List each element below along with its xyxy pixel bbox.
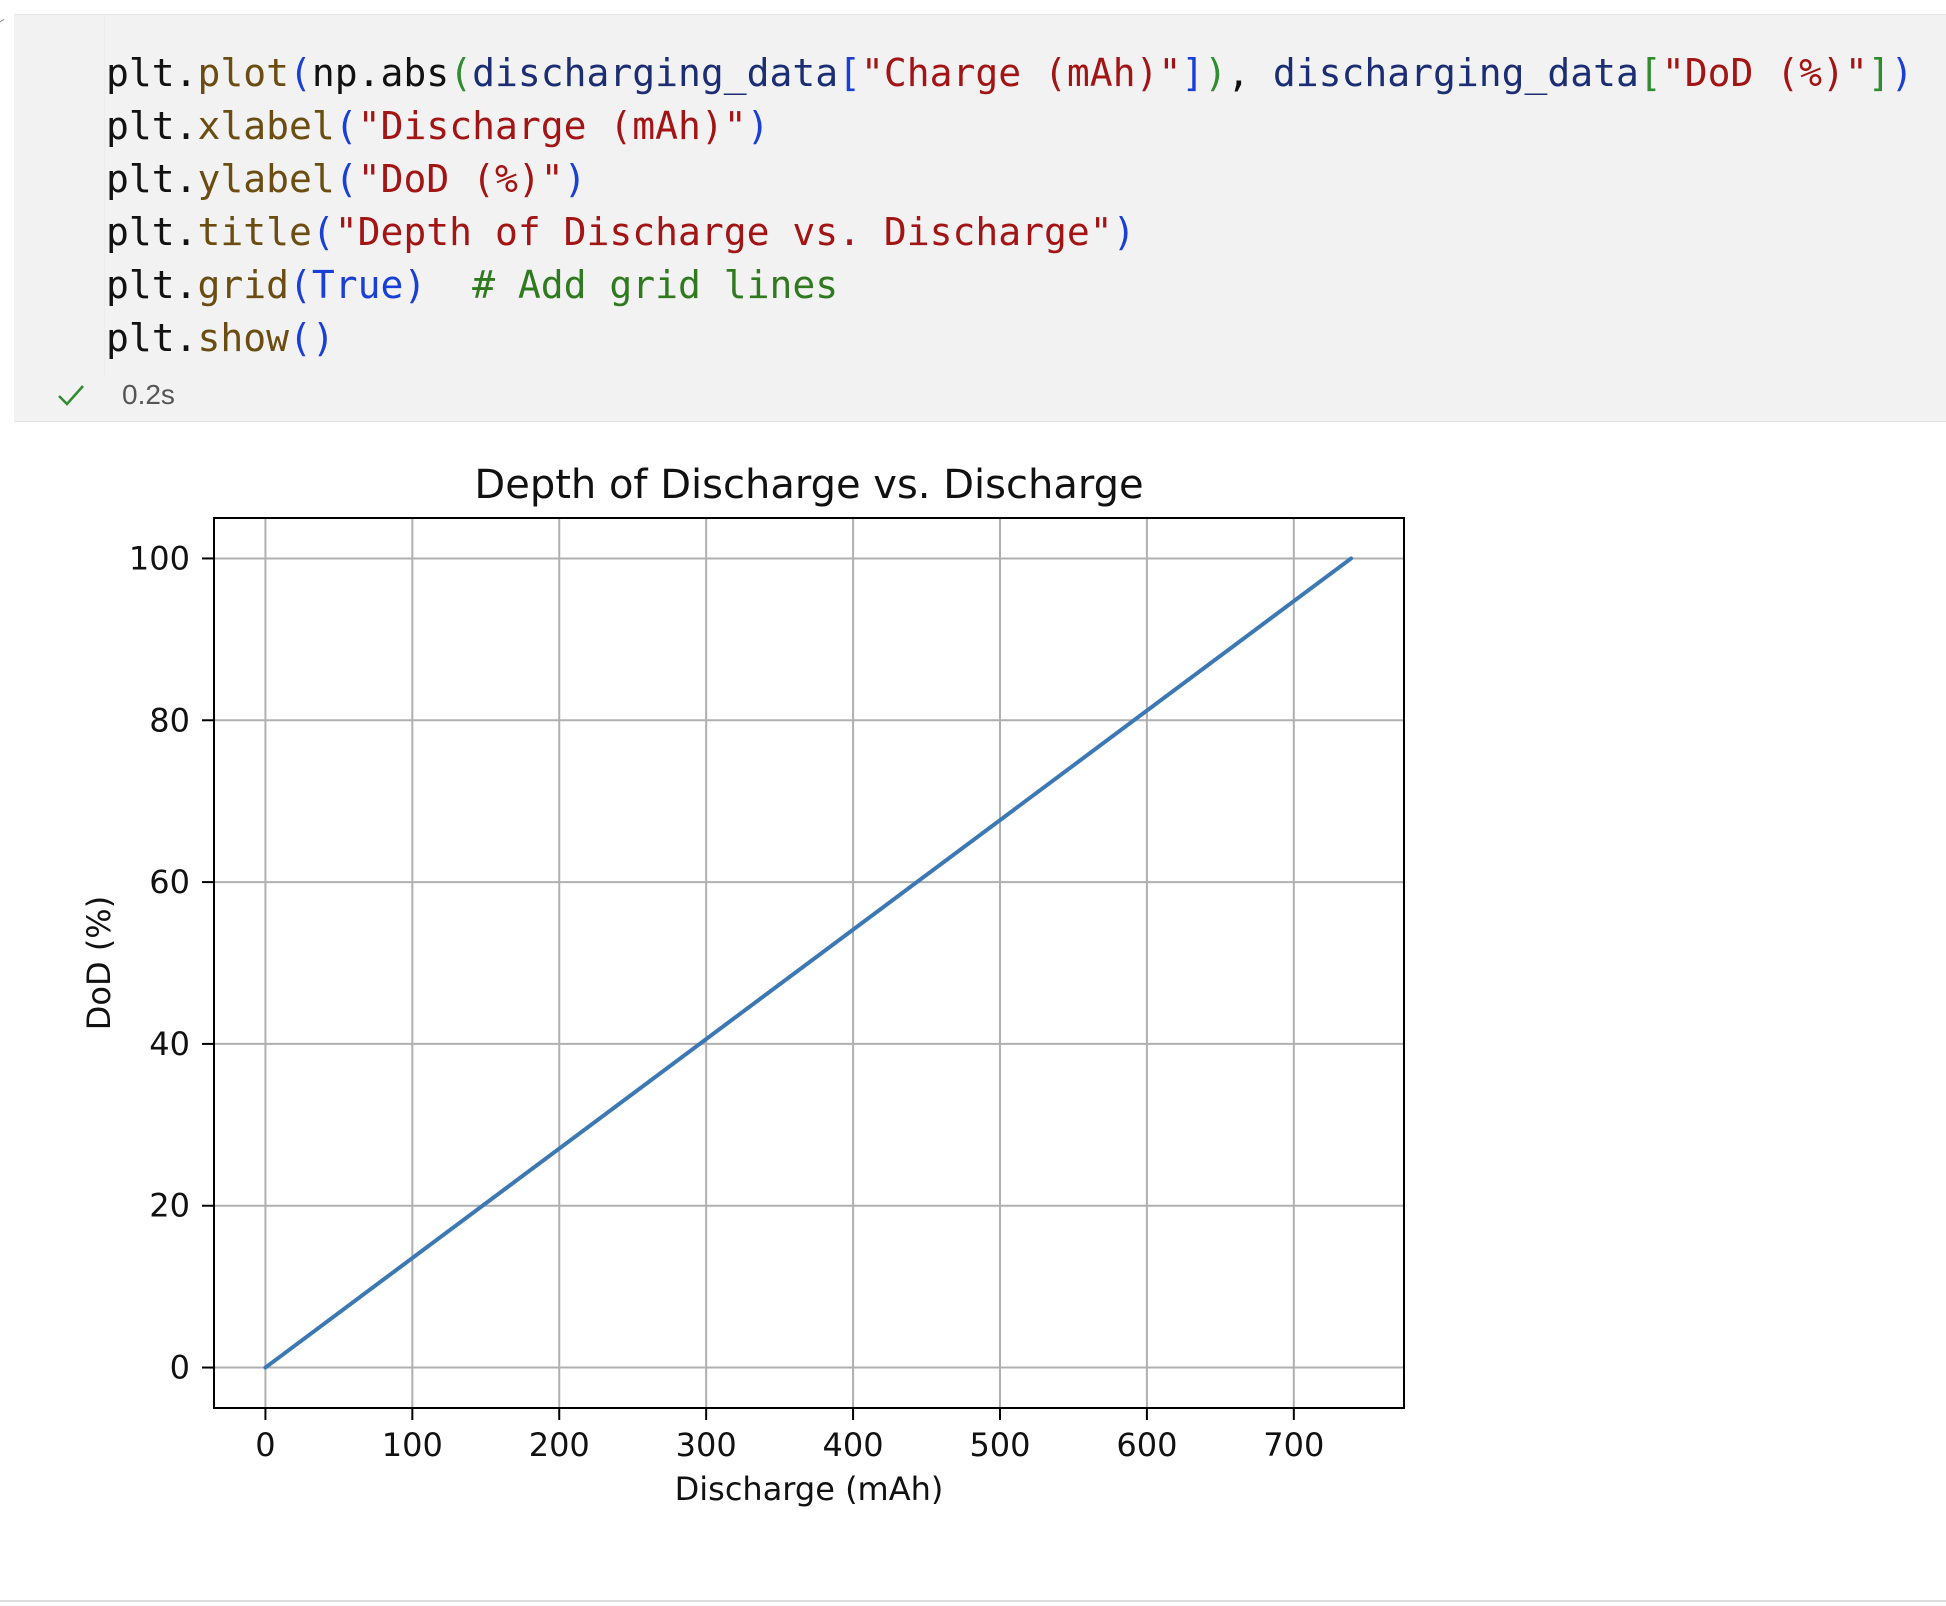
series-line <box>263 556 1354 1370</box>
x-axis-label: Discharge (mAh) <box>675 1470 944 1508</box>
checkmark-icon <box>58 385 84 406</box>
code-token: plt. <box>106 263 198 307</box>
code-editor[interactable]: plt.plot(np.abs(discharging_data["Charge… <box>106 47 1914 365</box>
x-tick-label: 700 <box>1263 1426 1324 1464</box>
cell-status: 0.2s <box>54 375 175 415</box>
y-tick-label: 0 <box>170 1349 190 1387</box>
code-token: show <box>197 316 290 360</box>
code-line: plt.grid(True) # Add grid lines <box>106 259 1914 312</box>
execution-time: 0.2s <box>122 379 175 410</box>
code-token: ) <box>403 263 427 307</box>
code-token: True <box>311 263 404 307</box>
code-token: "Charge (mAh)" <box>861 51 1182 95</box>
code-token: ) <box>1112 210 1136 254</box>
code-token: [ <box>1638 51 1662 95</box>
code-token <box>426 263 472 307</box>
code-line: plt.show() <box>106 312 1914 365</box>
code-token: title <box>197 210 312 254</box>
code-token: ) <box>563 157 587 201</box>
code-token: ( <box>334 157 358 201</box>
code-token: ) <box>1204 51 1228 95</box>
cell-collapse-mark <box>0 18 8 29</box>
y-tick-label: 20 <box>149 1187 190 1225</box>
code-token: ] <box>1181 51 1205 95</box>
code-token: discharging_data <box>472 51 839 95</box>
x-tick-label: 400 <box>823 1426 884 1464</box>
y-tick-label: 80 <box>149 701 190 739</box>
cell-divider <box>0 1600 1946 1602</box>
axis-ticks: 0 100 200 300 400 500 600 700 0 20 40 60 80 100 <box>129 539 1324 1464</box>
y-axis-label: DoD (%) <box>80 896 118 1030</box>
code-token: ( <box>311 210 335 254</box>
y-tick-label: 40 <box>149 1025 190 1063</box>
code-token: [ <box>838 51 862 95</box>
code-token: "DoD (%)" <box>1661 51 1868 95</box>
code-token: plot <box>197 51 290 95</box>
code-line: plt.ylabel("DoD (%)") <box>106 153 1914 206</box>
code-token: ylabel <box>197 157 335 201</box>
plot-frame <box>213 517 1405 1409</box>
line-chart: 0 100 200 300 400 500 600 700 0 20 40 60 80 100 Depth… <box>80 462 1405 1508</box>
code-token: plt. <box>106 157 198 201</box>
code-token: discharging_data <box>1272 51 1639 95</box>
x-tick-label: 200 <box>529 1426 590 1464</box>
x-tick-label: 100 <box>382 1426 443 1464</box>
code-token: plt. <box>106 316 198 360</box>
code-line: plt.plot(np.abs(discharging_data["Charge… <box>106 47 1914 100</box>
data-lines <box>263 556 1354 1370</box>
code-token: ( <box>289 263 312 307</box>
code-cell[interactable]: plt.plot(np.abs(discharging_data["Charge… <box>14 14 1946 422</box>
code-token: plt. <box>106 210 198 254</box>
code-token: ) <box>1890 51 1914 95</box>
x-tick-label: 0 <box>255 1426 275 1464</box>
code-token: xlabel <box>197 104 335 148</box>
code-line: plt.xlabel("Discharge (mAh)") <box>106 100 1914 153</box>
y-tick-label: 60 <box>149 863 190 901</box>
code-token: plt. <box>106 51 198 95</box>
grid-lines <box>214 518 1404 1408</box>
x-tick-label: 300 <box>676 1426 737 1464</box>
code-token: np.abs <box>311 51 450 95</box>
x-tick-label: 600 <box>1116 1426 1177 1464</box>
code-token: plt. <box>106 104 198 148</box>
code-line: plt.title("Depth of Discharge vs. Discha… <box>106 206 1914 259</box>
code-token: ( <box>449 51 473 95</box>
code-token: ( <box>289 51 312 95</box>
cell-gutter <box>104 15 105 375</box>
x-tick-label: 500 <box>969 1426 1030 1464</box>
cell-output: 0 100 200 300 400 500 600 700 0 20 40 60 80 100 Depth… <box>0 440 1946 1570</box>
code-token: ( <box>334 104 358 148</box>
code-token: "Depth of Discharge vs. Discharge" <box>334 210 1113 254</box>
code-token: "Discharge (mAh)" <box>357 104 747 148</box>
chart-title: Depth of Discharge vs. Discharge <box>474 462 1143 508</box>
code-token: grid <box>197 263 290 307</box>
code-token: () <box>289 316 335 360</box>
code-token: , <box>1227 51 1273 95</box>
code-token: # Add grid lines <box>472 263 839 307</box>
code-token: ] <box>1867 51 1891 95</box>
code-token: "DoD (%)" <box>357 157 564 201</box>
code-token: ) <box>746 104 770 148</box>
y-tick-label: 100 <box>129 539 190 577</box>
